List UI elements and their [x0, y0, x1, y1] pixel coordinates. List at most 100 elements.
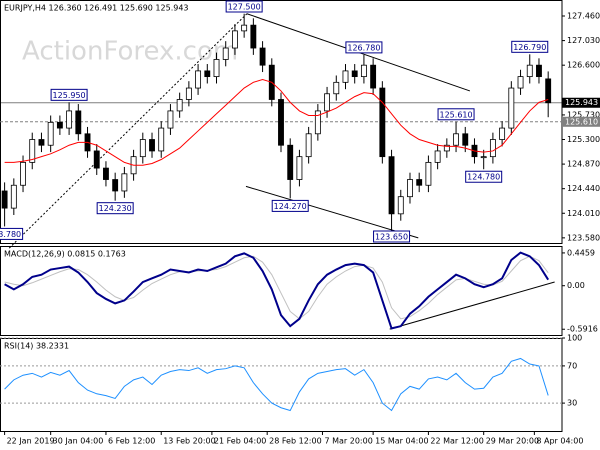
y-tick-label: 124.870: [567, 160, 600, 169]
candle-body: [213, 59, 220, 78]
annotation-box: [437, 108, 475, 121]
annotation-label: 125.950: [53, 91, 86, 100]
candle-body: [379, 87, 386, 158]
annotation-label: 123.780: [0, 230, 21, 239]
candle-body: [278, 99, 284, 146]
x-tick-label: 30 Jan 04:00: [53, 437, 104, 446]
candle-body: [434, 150, 441, 163]
candle-body: [20, 161, 26, 186]
annotation-box: [345, 41, 383, 54]
candle-body: [1, 190, 8, 209]
candle-body: [195, 70, 202, 89]
annotation-box: [0, 227, 24, 240]
y-tick-label: 124.440: [567, 184, 600, 193]
candle-body: [204, 70, 211, 78]
panel-title: EURJPY,H4 126.360 126.491 125.690 125.94…: [4, 4, 189, 13]
x-tick-label: 6 Feb 12:00: [108, 437, 155, 446]
candle-body: [241, 24, 248, 32]
candle-body: [526, 64, 533, 78]
y-tick-label: 127.030: [567, 36, 600, 45]
y-tick-label: 100: [567, 334, 582, 343]
series-line: [4, 255, 549, 320]
level-label: 125.610: [565, 117, 598, 126]
annotation-label: 126.790: [513, 43, 546, 52]
candle-body: [480, 156, 487, 159]
candle-body: [545, 78, 552, 104]
candle-body: [103, 167, 109, 180]
candle-body: [416, 179, 423, 186]
candle-body: [38, 139, 45, 146]
annotation-label: 124.270: [274, 202, 307, 211]
annotation-label: 123.650: [375, 233, 408, 242]
level-box: [562, 116, 600, 127]
candle-body: [287, 144, 294, 180]
candle-body: [75, 110, 82, 135]
candle-body: [56, 121, 63, 129]
watermark: ActionForex.com: [22, 37, 238, 67]
candle-body: [232, 30, 238, 49]
candle-body: [66, 110, 73, 129]
candle-body: [185, 87, 192, 100]
candle-body: [296, 156, 303, 180]
candle-body: [222, 47, 229, 60]
x-tick-label: 29 Mar 20:00: [486, 437, 539, 446]
level-label: 125.943: [565, 98, 598, 107]
candle-body: [536, 64, 542, 78]
candle-body: [29, 139, 36, 163]
panel-title: MACD(12,26,9) 0.0815 0.1763: [4, 250, 126, 259]
candle-body: [158, 127, 165, 152]
x-tick-label: 21 Feb 04:00: [214, 437, 266, 446]
x-tick-label: 13 Feb 20:00: [163, 437, 215, 446]
panel-frame: [0, 246, 563, 336]
candle-body: [360, 64, 367, 78]
y-tick-label: 125.300: [567, 135, 600, 144]
annotation-box: [465, 170, 503, 183]
candle-body: [167, 110, 174, 129]
candle-body: [314, 110, 321, 135]
y-tick-label: 30: [567, 399, 577, 408]
level-box: [562, 97, 600, 108]
candle-body: [250, 24, 257, 49]
y-tick-label: 125.730: [567, 110, 600, 119]
annotation-label: 125.610: [440, 110, 473, 119]
x-tick-label: 22 Jan 2019: [7, 437, 55, 446]
candle-body: [324, 93, 330, 112]
y-tick-label: -0.5916: [567, 325, 598, 334]
moving-average: [4, 78, 549, 166]
candle-body: [499, 127, 506, 140]
candle-body: [149, 139, 155, 152]
candle-body: [259, 47, 266, 66]
trend-line: [245, 185, 419, 239]
x-tick-label: 8 Apr 04:00: [536, 437, 583, 446]
x-tick-label: 22 Mar 12:00: [430, 437, 483, 446]
y-tick-label: 126.600: [567, 61, 600, 70]
annotation-label: 124.230: [99, 204, 132, 213]
candle-body: [425, 161, 432, 186]
annotation-box: [271, 199, 309, 212]
y-tick-label: 127.460: [567, 12, 600, 21]
candle-body: [305, 133, 312, 158]
candle-body: [443, 144, 450, 152]
candle-body: [10, 184, 17, 209]
annotation-box: [511, 40, 549, 53]
series-line: [4, 357, 549, 412]
y-tick-label: 0.4459: [567, 248, 595, 257]
x-tick-label: 15 Mar 04:00: [375, 437, 428, 446]
candle-body: [489, 139, 496, 158]
annotation-label: 127.500: [228, 3, 261, 12]
x-tick-label: 28 Feb 12:00: [269, 437, 321, 446]
x-tick-label: 7 Mar 20:00: [324, 437, 372, 446]
candle-body: [370, 64, 377, 89]
candle-body: [121, 173, 128, 192]
candle-body: [139, 139, 146, 158]
annotation-label: 124.780: [467, 173, 500, 182]
y-tick-label: 124.010: [567, 209, 600, 218]
candle-body: [176, 99, 183, 112]
candle-body: [351, 70, 358, 78]
trend-line: [389, 281, 555, 330]
y-tick-label: 0.00: [567, 281, 585, 290]
candle-body: [462, 133, 469, 146]
candle-body: [333, 81, 340, 95]
